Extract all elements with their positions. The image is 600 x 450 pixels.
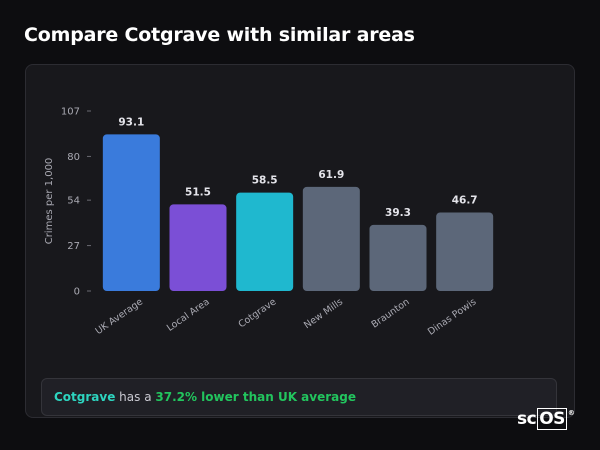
y-tick-label: 107 — [61, 107, 80, 118]
bar-value-label: 39.3 — [385, 207, 411, 219]
x-tick-label: Local Area — [165, 296, 212, 333]
summary-statistic: 37.2% lower than UK average — [155, 390, 356, 404]
comparison-summary: Cotgrave has a 37.2% lower than UK avera… — [41, 378, 557, 416]
summary-connector: has a — [115, 390, 156, 404]
x-tick-label: Cotgrave — [237, 296, 279, 330]
x-tick-label: Braunton — [369, 296, 411, 330]
bar — [369, 224, 427, 291]
x-tick-label: Dinas Powis — [426, 296, 478, 337]
bar-value-label: 61.9 — [318, 169, 344, 181]
y-tick-label: 27 — [67, 241, 80, 252]
bar-value-label: 51.5 — [185, 186, 211, 198]
y-tick-label: 54 — [67, 196, 80, 207]
bar — [236, 192, 294, 291]
bar — [169, 204, 227, 291]
x-tick-label: New Mills — [302, 296, 345, 331]
bar-value-label: 58.5 — [252, 175, 278, 187]
scos-logo: sc OS ® — [517, 408, 575, 430]
y-tick-label: 80 — [67, 152, 80, 163]
bar — [436, 212, 494, 291]
summary-place-name: Cotgrave — [54, 390, 116, 404]
bar-value-label: 46.7 — [452, 194, 478, 206]
y-axis-label: Crimes per 1,000 — [44, 158, 55, 245]
bar — [102, 134, 160, 291]
page-title: Compare Cotgrave with similar areas — [24, 24, 415, 46]
y-tick-label: 0 — [74, 287, 80, 298]
x-tick-label: UK Average — [94, 296, 146, 337]
bar — [302, 186, 360, 291]
bar-value-label: 93.1 — [118, 116, 144, 128]
